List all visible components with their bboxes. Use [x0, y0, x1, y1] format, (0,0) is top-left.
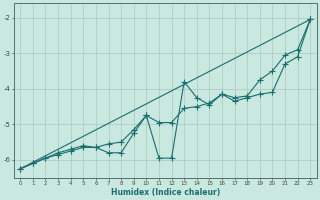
X-axis label: Humidex (Indice chaleur): Humidex (Indice chaleur): [111, 188, 220, 197]
